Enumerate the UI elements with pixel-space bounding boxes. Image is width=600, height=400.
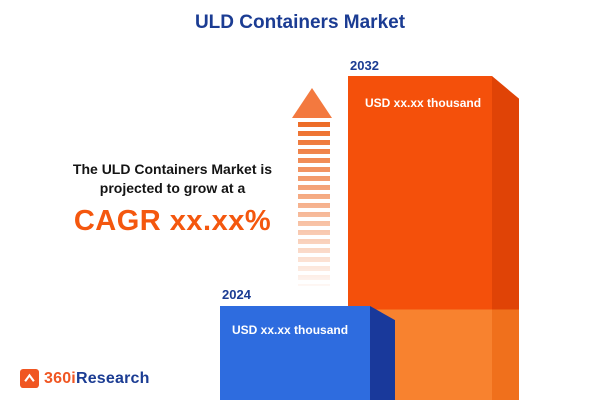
- logo-text: 360iResearch: [44, 370, 150, 388]
- bar-2024: USD xx.xx thousand: [220, 306, 370, 400]
- bar-label-2024: 2024: [222, 287, 251, 302]
- promo-line-2: projected to grow at a: [99, 180, 246, 196]
- logo: 360iResearch: [20, 369, 150, 388]
- promo-line-1: The ULD Containers Market is: [72, 161, 273, 177]
- logo-text-research: Research: [75, 369, 150, 387]
- bar-label-2032: 2032: [350, 58, 379, 73]
- page-title: ULD Containers Market: [194, 12, 406, 33]
- bar-2024-side-face: [370, 306, 395, 400]
- logo-text-360i: 360i: [44, 369, 76, 387]
- arrow-up-icon: [292, 88, 332, 118]
- arrow-dashed-stem: [298, 122, 330, 286]
- promo-text: The ULD Containers Market is projected t…: [35, 160, 310, 238]
- bar-2032-value: USD xx.xx thousand: [365, 96, 482, 110]
- logo-icon: [20, 369, 39, 388]
- cagr-text: CAGR xx.xx%: [73, 205, 272, 237]
- bar-2024-value: USD xx.xx thousand: [232, 323, 349, 337]
- bar-2032-side-face: [492, 76, 519, 400]
